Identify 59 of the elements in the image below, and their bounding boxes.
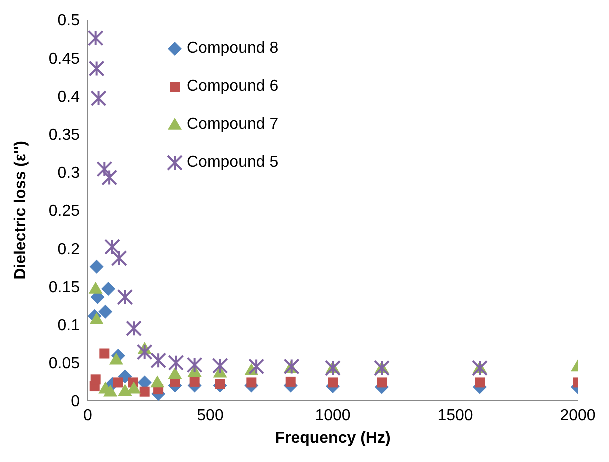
point — [127, 382, 142, 394]
x-axis-title: Frequency (Hz) — [275, 430, 391, 447]
point — [150, 376, 165, 388]
point — [472, 360, 488, 376]
point — [186, 357, 203, 374]
y-tick-label: 0.45 — [48, 50, 80, 68]
y-tick-label: 0.05 — [48, 356, 80, 373]
point — [102, 282, 116, 296]
legend-label: Compound 6 — [187, 78, 279, 96]
x-tick-label: 1000 — [315, 407, 351, 424]
point — [248, 358, 265, 375]
point — [104, 384, 118, 397]
y-tick-label: 0.4 — [58, 88, 80, 106]
x-tick-label: 0 — [84, 407, 93, 424]
x-tick-label: 500 — [197, 407, 224, 424]
point — [113, 378, 124, 388]
point — [96, 161, 113, 178]
point — [90, 90, 107, 106]
point — [325, 360, 341, 376]
x-tick-label: 2000 — [560, 407, 596, 424]
point — [475, 378, 485, 388]
y-tick-label: 0.15 — [48, 279, 80, 296]
point — [117, 289, 134, 306]
point — [190, 376, 200, 387]
point — [168, 367, 182, 380]
y-tick-label: 0.2 — [58, 241, 80, 258]
x-tick-label: 1500 — [438, 407, 474, 424]
point — [102, 170, 118, 186]
legend-label: Compound 8 — [187, 40, 279, 58]
point — [88, 282, 103, 294]
legend-label: Compound 5 — [187, 154, 279, 172]
point — [212, 358, 228, 374]
point — [90, 312, 104, 324]
point — [90, 374, 101, 385]
point — [286, 376, 296, 387]
point — [98, 304, 113, 319]
point — [328, 378, 338, 388]
point — [136, 344, 153, 360]
point — [90, 260, 104, 274]
point — [140, 386, 150, 397]
point — [88, 30, 104, 46]
y-tick-label: 0.3 — [58, 165, 80, 182]
y-axis-title: Dielectric loss (ε'') — [12, 141, 30, 280]
y-tick-label: 0.35 — [48, 126, 80, 144]
point — [109, 352, 124, 365]
y-tick-label: 0.25 — [48, 203, 80, 220]
point — [374, 360, 390, 376]
point — [126, 320, 142, 337]
legend-label: Compound 7 — [187, 116, 279, 134]
y-tick-label: 0 — [71, 394, 80, 411]
y-tick-label: 0.5 — [58, 12, 80, 30]
point — [246, 378, 257, 388]
point — [168, 354, 184, 371]
y-tick-label: 0.1 — [58, 317, 80, 334]
point — [118, 384, 132, 396]
point — [88, 60, 105, 77]
point — [150, 352, 167, 369]
point — [100, 348, 110, 359]
point — [377, 378, 387, 388]
